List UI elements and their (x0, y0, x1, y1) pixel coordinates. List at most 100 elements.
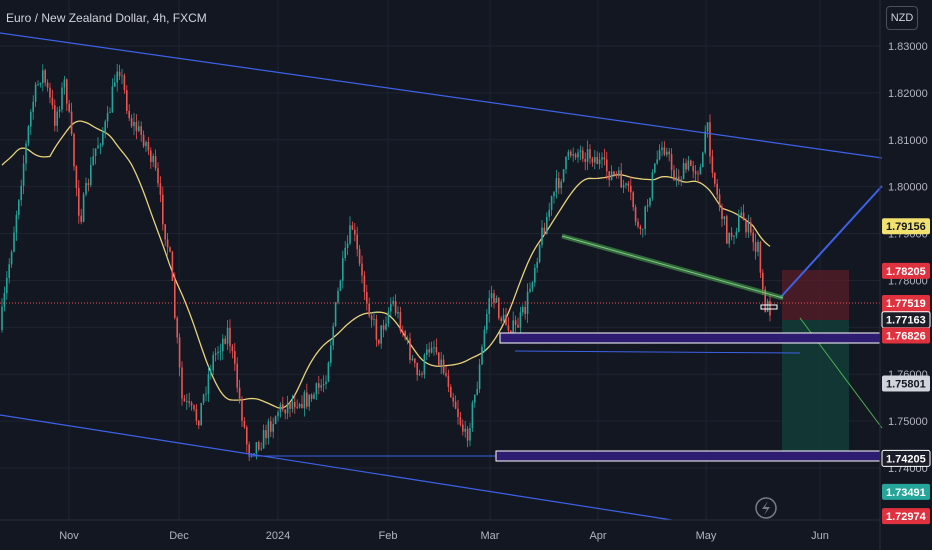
candle-body (646, 205, 649, 207)
candle-body (639, 226, 642, 230)
candle-body (747, 222, 750, 233)
candle-body (337, 290, 339, 303)
candle-body (730, 232, 733, 237)
candle-body (1, 306, 3, 330)
candle-body (210, 370, 212, 375)
candle-body (673, 169, 675, 181)
candle-body (150, 150, 152, 163)
candle-body (318, 383, 320, 388)
candle-body (378, 339, 380, 344)
candle-body (493, 293, 495, 303)
candle-body (433, 347, 435, 349)
candle-body (147, 142, 150, 151)
price-label: 1.73491 (886, 487, 926, 499)
candle-body (145, 142, 147, 147)
candle-body (555, 178, 558, 193)
candle-body (637, 221, 639, 227)
candle-body (130, 118, 133, 127)
candle-body (181, 367, 183, 399)
candle-body (627, 183, 630, 186)
candle-body (291, 402, 294, 409)
candle-body (380, 325, 382, 344)
candle-body (66, 79, 68, 104)
candle-body (198, 420, 200, 426)
currency-button[interactable]: NZD (886, 6, 918, 30)
candle-body (524, 306, 526, 314)
candle-body (742, 212, 745, 221)
candle-body (99, 144, 102, 146)
candle-body (387, 311, 390, 324)
candle-body (109, 111, 111, 113)
candle-body (507, 325, 510, 331)
candle-body (694, 171, 697, 174)
candle-body (714, 172, 716, 184)
candle-body (382, 325, 385, 330)
candle-body (442, 359, 445, 374)
candle-body (258, 442, 260, 450)
candle-body (572, 154, 574, 156)
channel-upper-line (0, 32, 883, 159)
price-label: 1.78205 (886, 266, 926, 278)
candle-body (577, 152, 579, 158)
candle-body (452, 397, 454, 402)
candle-body (226, 327, 229, 344)
candle-body (183, 398, 186, 402)
candle-body (320, 385, 322, 388)
stop-loss-zone (782, 270, 849, 320)
candle-body (34, 84, 37, 102)
price-label: 1.79156 (886, 221, 926, 233)
candle-body (37, 84, 39, 85)
candle-body (757, 241, 759, 252)
candle-body (406, 338, 409, 340)
candle-body (140, 126, 142, 135)
candle-body (8, 264, 10, 278)
candle-body (202, 394, 205, 403)
candle-body (745, 220, 747, 233)
candle-body (267, 421, 270, 439)
candle-body (399, 311, 402, 331)
candle-body (272, 423, 274, 432)
candle-body (27, 126, 30, 144)
wedge-line (561, 235, 784, 299)
candle-body (15, 214, 18, 233)
candle-body (486, 314, 488, 330)
candle-body (488, 298, 490, 315)
price-axis[interactable]: 1.830001.820001.810001.800001.790001.780… (879, 0, 928, 550)
y-tick-label: 1.80000 (888, 182, 928, 194)
candle-body (394, 301, 397, 314)
candle-body (750, 222, 752, 233)
candle-body (310, 394, 313, 399)
candle-body (522, 306, 524, 313)
candle-body (260, 448, 262, 450)
candle-body (675, 176, 678, 181)
candle-body (289, 402, 291, 409)
candle-body (514, 320, 517, 325)
candle-body (121, 75, 123, 77)
candle-body (428, 349, 430, 353)
candle-body (351, 225, 354, 230)
candle-body (114, 82, 116, 87)
price-label: 1.75801 (886, 379, 926, 391)
candle-body (421, 373, 423, 375)
candle-body (63, 79, 66, 88)
candle-body (567, 151, 570, 157)
candle-body (718, 194, 721, 207)
time-axis[interactable]: Nov Dec 2024 Feb Mar Apr May Jun (0, 519, 880, 542)
candle-body (44, 70, 46, 83)
candle-body (397, 311, 399, 314)
candle-body (608, 171, 610, 180)
candle-body (495, 297, 498, 303)
candle-body (111, 86, 114, 112)
candle-body (90, 164, 92, 186)
candle-body (61, 87, 63, 110)
candle-body (116, 71, 118, 83)
candle-body (759, 241, 762, 273)
candle-body (500, 318, 502, 321)
candle-body (334, 302, 337, 327)
candle-body (212, 355, 214, 371)
candle-body (538, 244, 541, 262)
candle-body (279, 404, 282, 413)
candle-body (138, 126, 140, 131)
candle-body (582, 150, 584, 160)
